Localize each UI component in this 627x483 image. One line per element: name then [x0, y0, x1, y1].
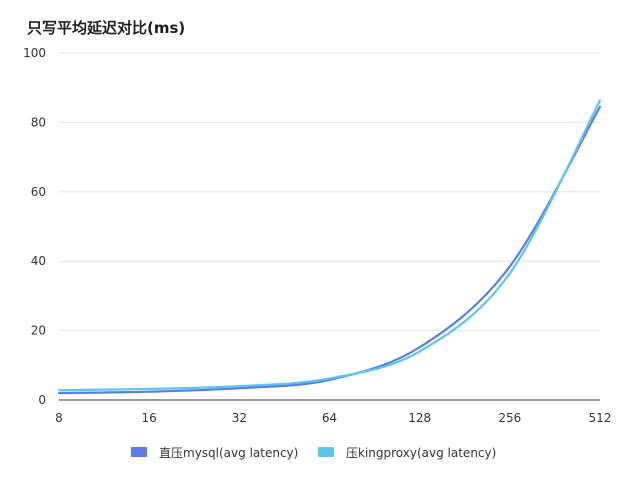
series-line-0 — [57, 105, 602, 395]
y-tick-label: 100 — [23, 46, 46, 60]
y-tick-label: 60 — [31, 185, 46, 199]
series-line-1 — [57, 99, 602, 392]
x-tick-label: 128 — [408, 411, 431, 425]
x-tick-label: 256 — [498, 411, 521, 425]
x-tick-label: 32 — [232, 411, 247, 425]
y-tick-label: 20 — [31, 324, 46, 338]
legend-label-kingproxy: 压kingproxy(avg latency) — [346, 445, 497, 460]
x-tick-label: 8 — [55, 411, 63, 425]
y-tick-label: 80 — [31, 115, 46, 129]
x-tick-label: 16 — [142, 411, 157, 425]
y-tick-label: 0 — [38, 393, 46, 407]
chart-title: 只写平均延迟对比(ms) — [27, 19, 186, 37]
x-axis-ticks: 8 16 32 64 128 256 512 — [55, 411, 611, 425]
legend-item-mysql[interactable]: 直压mysql(avg latency) — [131, 444, 298, 460]
x-tick-label: 64 — [322, 411, 337, 425]
legend-swatch-kingproxy — [318, 447, 334, 457]
series-lines — [57, 99, 602, 395]
legend-item-kingproxy[interactable]: 压kingproxy(avg latency) — [318, 444, 496, 460]
legend-swatch-mysql — [131, 447, 147, 457]
legend-label-mysql: 直压mysql(avg latency) — [159, 445, 299, 460]
x-tick-label: 512 — [589, 411, 612, 425]
y-tick-label: 40 — [31, 254, 46, 268]
y-axis-ticks: 0 20 40 60 80 100 — [23, 46, 46, 407]
grid-lines — [59, 52, 600, 401]
